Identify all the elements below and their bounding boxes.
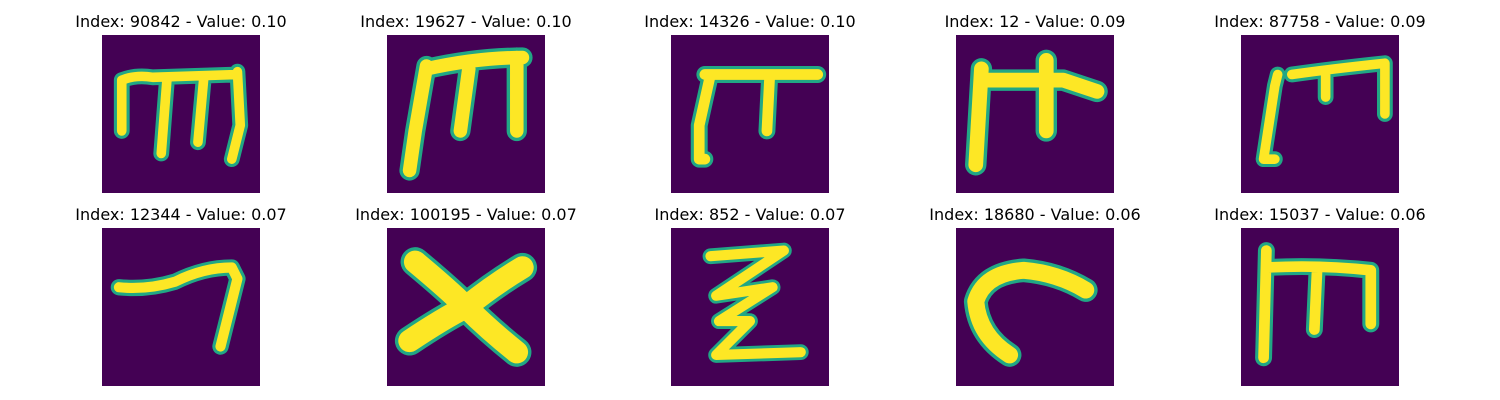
panel-title: Index: 90842 - Value: 0.10 [75,12,287,31]
panel-5: Index: 87758 - Value: 0.09 [1214,13,1426,193]
panel-title: Index: 14326 - Value: 0.10 [644,12,856,31]
panel-2: Index: 19627 - Value: 0.10 [360,13,572,193]
ink-zigzag-icon [671,228,829,386]
panel-title: Index: 18680 - Value: 0.06 [929,205,1141,224]
panel-8: Index: 852 - Value: 0.07 [654,206,846,386]
panel-1: Index: 90842 - Value: 0.10 [75,13,287,193]
ink-m-box-icon [1241,228,1399,386]
panel-7: Index: 100195 - Value: 0.07 [355,206,577,386]
panel-title: Index: 100195 - Value: 0.07 [355,205,577,224]
ink-m-offset-icon [1241,35,1399,193]
panel-title: Index: 19627 - Value: 0.10 [360,12,572,31]
panel-title: Index: 852 - Value: 0.07 [654,205,846,224]
ink-m-looped-icon [102,35,260,193]
panel-10: Index: 15037 - Value: 0.06 [1214,206,1426,386]
ink-seven-icon [102,228,260,386]
ink-hook-icon [956,228,1114,386]
ink-pi-cross-icon [956,35,1114,193]
ink-m-wide-icon [387,35,545,193]
panel-6: Index: 12344 - Value: 0.07 [75,206,287,386]
panel-9: Index: 18680 - Value: 0.06 [929,206,1141,386]
panel-title: Index: 15037 - Value: 0.06 [1214,205,1426,224]
panel-3: Index: 14326 - Value: 0.10 [644,13,856,193]
panel-title: Index: 12344 - Value: 0.07 [75,205,287,224]
panel-title: Index: 12 - Value: 0.09 [944,12,1126,31]
panel-4: Index: 12 - Value: 0.09 [945,13,1125,193]
panel-title: Index: 87758 - Value: 0.09 [1214,12,1426,31]
ink-x-icon [387,228,545,386]
ink-pi-icon [671,35,829,193]
